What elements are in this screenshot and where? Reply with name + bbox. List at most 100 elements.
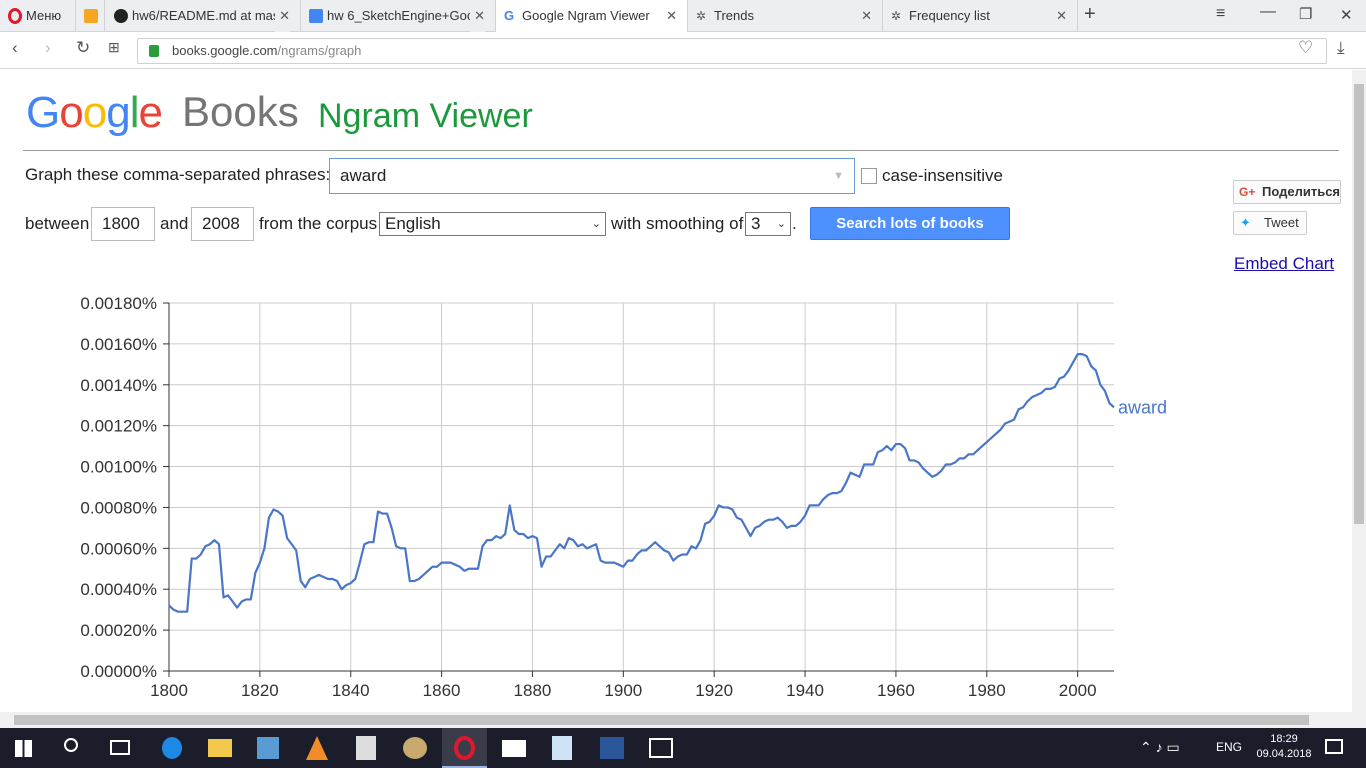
end-year[interactable]: 2008 <box>191 207 254 241</box>
store-icon[interactable] <box>257 737 279 759</box>
logo-books: Books <box>182 88 299 135</box>
search-button[interactable]: Search lots of books <box>810 207 1010 240</box>
y-tick-label: 0.00140% <box>80 376 157 395</box>
x-tick-label: 1840 <box>332 681 370 700</box>
vlc-icon[interactable] <box>306 736 328 760</box>
chart: 0.00000% 0.00020% 0.00040% 0.00060% 0.00080%… <box>80 294 1167 700</box>
phrases-input[interactable]: award ▼ <box>329 158 855 194</box>
edge-icon[interactable] <box>162 737 182 759</box>
tab-bar: Меню hw6/README.md at maste ✕ hw 6_Sketch… <box>0 0 1366 33</box>
opera-menu[interactable]: Меню <box>0 0 76 32</box>
lock-icon <box>149 45 159 57</box>
divider <box>23 150 1339 151</box>
y-tick-label: 0.00020% <box>80 621 157 640</box>
explorer-icon[interactable] <box>208 739 232 757</box>
case-label: case-insensitive <box>882 166 1003 185</box>
page-title: Ngram Viewer <box>318 97 533 135</box>
tab[interactable]: hw6/README.md at maste ✕ <box>106 0 301 32</box>
vertical-scrollbar[interactable] <box>1352 70 1366 728</box>
smoothing-value: 3 <box>751 214 761 233</box>
share-label: Поделиться <box>1262 184 1341 199</box>
viewer-icon[interactable] <box>552 736 572 760</box>
tab-title: hw 6_SketchEngine+Goog <box>327 8 482 23</box>
corpus-select[interactable]: English ⌄ <box>379 212 606 236</box>
downloads[interactable]: ⤓ <box>1337 38 1345 57</box>
case-checkbox[interactable] <box>861 168 877 184</box>
bookmark[interactable]: ♡ <box>1298 38 1314 57</box>
y-tick-label: 0.00180% <box>80 294 157 313</box>
search-icon[interactable] <box>64 738 78 752</box>
tray-icons[interactable]: ⌃ ♪ ▭ <box>1140 739 1180 755</box>
taskbar: ⌃ ♪ ▭ ENG 18:29 09.04.2018 <box>0 728 1366 768</box>
phrases-label: Graph these comma-separated phrases: <box>25 165 331 184</box>
tab[interactable]: hw 6_SketchEngine+Goog ✕ <box>301 0 496 32</box>
tab-title: Frequency list <box>909 8 990 23</box>
scroll-thumb[interactable] <box>1354 84 1364 524</box>
menu-label: Меню <box>26 8 62 23</box>
y-tick-label: 0.00120% <box>80 417 157 436</box>
smoothing-label: with smoothing of <box>611 214 744 233</box>
calculator-icon[interactable] <box>356 736 376 760</box>
word-icon[interactable] <box>600 737 624 759</box>
tab[interactable]: ✲ Frequency list ✕ <box>883 0 1078 32</box>
smoothing-select[interactable]: 3 ⌄ <box>745 212 791 236</box>
task-view[interactable] <box>110 740 130 755</box>
minimize[interactable]: — <box>1260 3 1276 20</box>
between-label: between <box>25 214 90 233</box>
tab-title: Google Ngram Viewer <box>522 8 650 23</box>
corpus-label: from the corpus <box>259 214 378 233</box>
y-tick-label: 0.00000% <box>80 662 157 681</box>
photos-icon[interactable] <box>649 738 673 758</box>
opera-taskbar[interactable] <box>442 728 487 768</box>
close-window[interactable]: ✕ <box>1340 7 1353 24</box>
time: 18:29 <box>1270 733 1298 745</box>
restore[interactable]: ❐ <box>1299 6 1313 23</box>
tab[interactable]: ✲ Trends ✕ <box>688 0 883 32</box>
share-button[interactable]: G+ Поделиться <box>1233 180 1341 204</box>
mail-icon[interactable] <box>502 740 526 757</box>
logo-google: Google <box>26 88 163 137</box>
tweet-button[interactable]: ✦ Tweet <box>1233 211 1307 235</box>
x-tick-label: 1860 <box>423 681 461 700</box>
y-tick-label: 0.00160% <box>80 335 157 354</box>
corpus-value: English <box>385 214 441 233</box>
period: . <box>792 214 797 233</box>
start-year[interactable]: 1800 <box>91 207 155 241</box>
scroll-thumb[interactable] <box>14 715 1309 725</box>
tab-title: hw6/README.md at maste <box>132 8 291 23</box>
horizontal-scrollbar[interactable] <box>0 712 1352 728</box>
x-tick-label: 1920 <box>695 681 733 700</box>
y-tick-label: 0.00080% <box>80 498 157 517</box>
phrases-value: award <box>340 166 387 185</box>
pinned-tab[interactable] <box>77 0 105 32</box>
tab-active[interactable]: G Google Ngram Viewer ✕ <box>496 0 688 33</box>
back[interactable]: ‹ <box>12 38 18 57</box>
and-label: and <box>160 214 189 233</box>
clock[interactable]: 18:29 09.04.2018 <box>1254 733 1314 760</box>
reload[interactable]: ↻ <box>76 38 91 57</box>
x-tick-label: 1940 <box>786 681 824 700</box>
embed-link[interactable]: Embed Chart <box>1234 254 1335 273</box>
y-tick-label: 0.00060% <box>80 539 157 558</box>
x-tick-label: 1800 <box>150 681 188 700</box>
language[interactable]: ENG <box>1216 740 1243 754</box>
speed-dial[interactable]: ⊞ <box>108 39 120 55</box>
start-button[interactable] <box>15 740 32 757</box>
tweet-label: Tweet <box>1264 215 1299 230</box>
notifications[interactable] <box>1325 739 1343 754</box>
forward[interactable]: › <box>45 38 51 57</box>
x-tick-label: 1980 <box>968 681 1006 700</box>
new-tab[interactable]: + <box>1084 3 1096 25</box>
tab-title: Trends <box>714 8 754 23</box>
tab-menu[interactable]: ≡ <box>1216 5 1226 22</box>
y-tick-label: 0.00100% <box>80 458 157 477</box>
x-tick-label: 1960 <box>877 681 915 700</box>
y-tick-label: 0.00040% <box>80 580 157 599</box>
x-tick-label: 1900 <box>604 681 642 700</box>
address-bar[interactable]: books.google.com/ngrams/graph <box>137 38 1327 64</box>
series-label: award <box>1118 397 1167 417</box>
address-path: /ngrams/graph <box>277 43 362 58</box>
address-host: books.google.com <box>172 43 278 58</box>
paint-icon[interactable] <box>403 737 427 759</box>
series-line <box>168 353 1115 613</box>
